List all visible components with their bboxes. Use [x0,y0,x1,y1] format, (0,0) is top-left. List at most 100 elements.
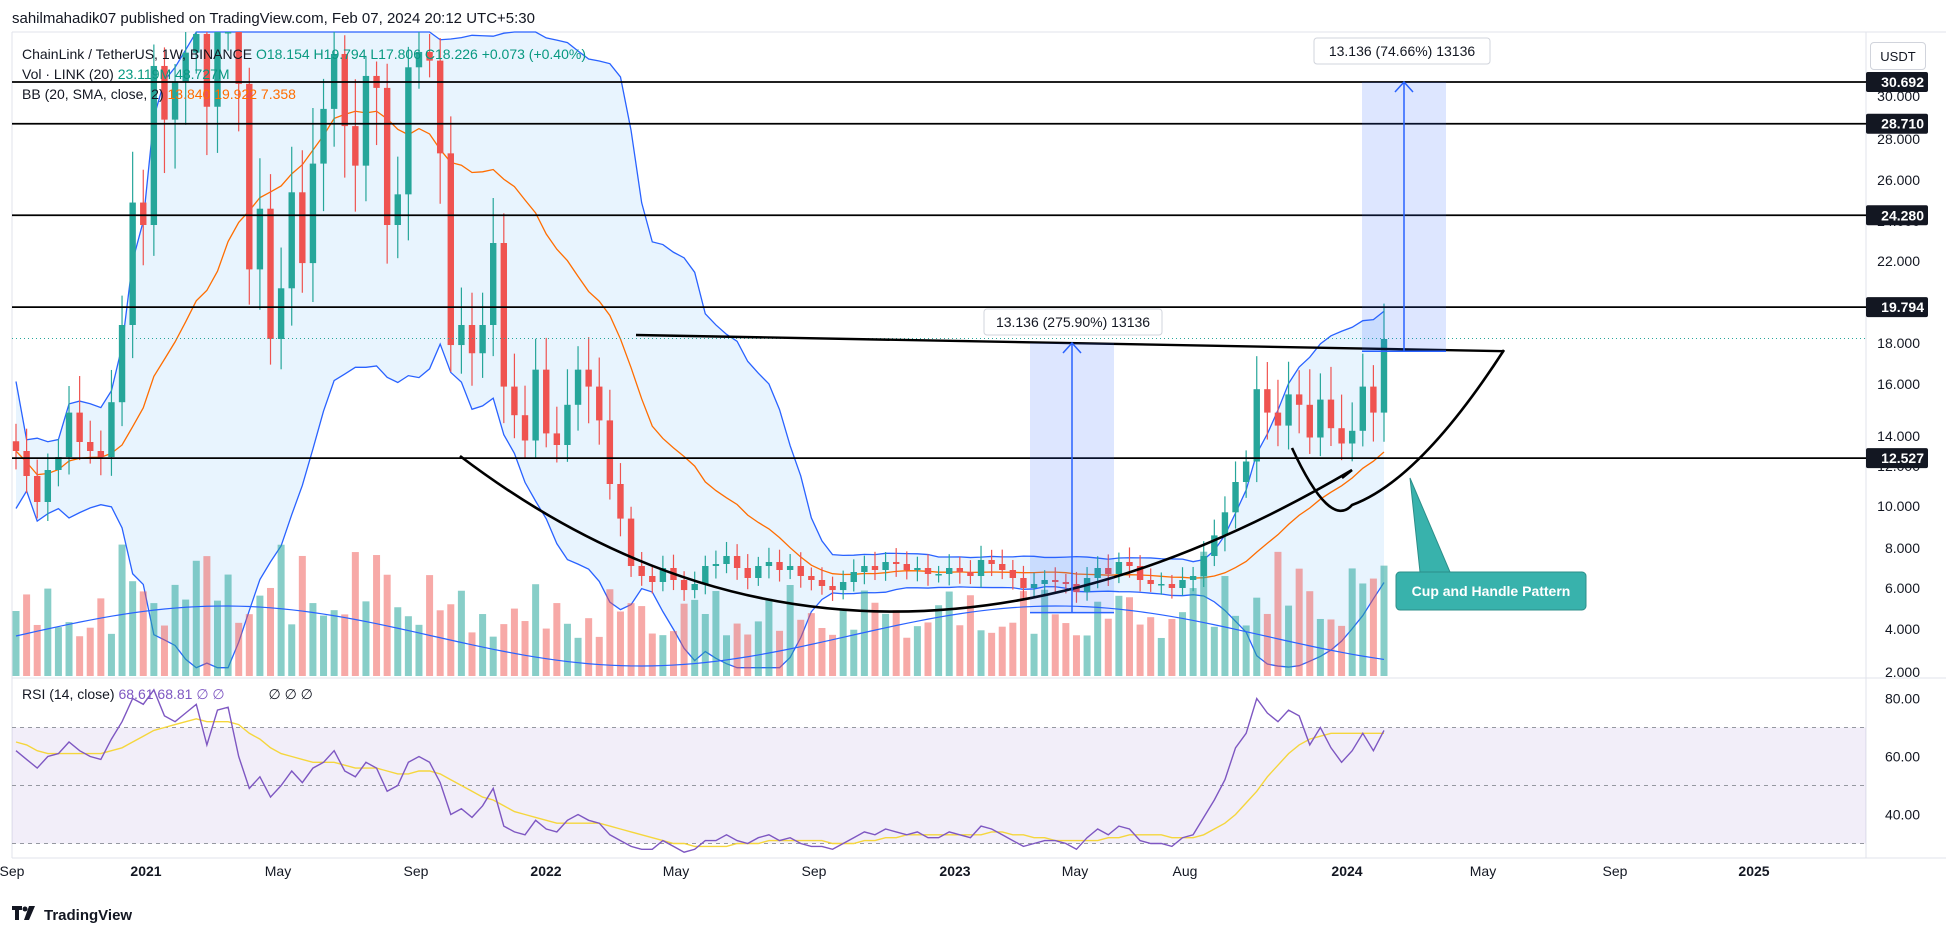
price-tick-label: 6.000 [1885,580,1920,596]
volume-bar [1200,551,1208,676]
price-level-label: 12.527 [1881,450,1924,466]
volume-bar [267,587,275,676]
volume-bar [203,556,211,676]
candle-body [999,564,1006,570]
candle-body [224,32,232,34]
volume-label[interactable]: Vol · LINK (20) [22,66,114,82]
volume-bar [12,611,20,676]
volume-bar [1263,613,1271,676]
candle-body [1285,394,1292,426]
volume-bar [776,630,784,676]
time-tick-label: Sep [0,863,25,879]
volume-bar [1242,625,1250,676]
cup-curve [459,454,1353,613]
rsi-band-fill [12,727,1866,844]
volume-bar [97,598,105,676]
volume-bar [1338,625,1346,676]
volume-bar [1359,583,1367,676]
volume-bar [1189,588,1197,676]
volume-bar [945,591,953,676]
volume-bar [829,634,837,676]
volume-bar [54,627,62,676]
candle-body [1009,570,1017,578]
volume-bar [394,607,402,676]
candle-body [1062,582,1070,584]
volume-bar [532,584,540,676]
bb-label[interactable]: BB (20, SMA, close, 2) [22,86,164,102]
time-tick-label: Sep [1603,863,1628,879]
handle-curve [1290,349,1506,512]
volume-bar [1051,614,1059,676]
time-tick-label: 2022 [530,863,561,879]
time-tick-label: May [663,863,689,879]
volume-bar [1009,622,1017,676]
candle-body [1158,584,1165,586]
volume-bar [500,624,508,676]
volume-bar [150,603,158,676]
candle-body [1348,430,1356,444]
volume-bar [988,632,996,676]
candle-body [256,208,264,270]
volume-bar [627,603,635,676]
volume-bar [298,555,306,676]
volume-bar [107,633,115,676]
candle-body [108,402,115,457]
currency-button[interactable]: USDT [1870,42,1926,70]
candle-body [808,576,815,580]
ohlc-values: O18.154 H19.794 L17.806 C18.226 +0.073 (… [255,46,586,62]
price-level-label: 24.280 [1881,207,1924,223]
tradingview-logo-icon[interactable] [12,906,38,924]
volume-bar [76,636,84,676]
volume-bar [351,552,359,676]
candle-body [129,202,136,325]
candle-body [786,566,794,570]
rsi-ma-line [15,718,1384,848]
volume-bar [521,621,529,676]
time-tick-label: 2025 [1738,863,1769,879]
candle-body [946,568,953,574]
volume-bar [903,637,911,676]
volume-bar [1221,576,1229,676]
time-tick-label: 2021 [130,863,161,879]
volume-bar [1115,595,1123,676]
price-level-label: 30.692 [1881,74,1924,90]
volume-bar [998,626,1006,676]
candle-body [1189,576,1197,580]
candle-body [1317,399,1324,438]
volume-bar [797,619,805,676]
volume-bar [966,595,974,676]
bollinger-band-fill [16,32,1384,668]
volume-bar [288,624,296,676]
footer: TradingView [12,906,132,924]
candle-body [659,568,667,582]
volume-bar [213,600,221,676]
time-tick-label: Aug [1173,863,1198,879]
volume-bar [648,633,656,676]
volume-bar [701,613,709,676]
volume-bar [1210,626,1218,676]
candle-body [892,562,900,564]
volume-bar [691,599,699,676]
rsi-label[interactable]: RSI (14, close) [22,686,115,702]
volume-bar [638,606,646,676]
candle-body [12,441,20,451]
price-level-badge [1866,297,1928,318]
price-tick-label: 10.000 [1877,498,1920,514]
volume-bar [616,611,624,676]
horizontal-levels: 30.692 28.710 24.280 19.794 12.527 [12,72,1928,469]
candle-body [1232,482,1239,513]
volume-bar [542,628,550,676]
volume-bar [1136,624,1144,676]
symbol-title[interactable]: ChainLink / TetherUS, 1W, BINANCE [22,46,253,62]
candle-body [161,65,168,120]
candle-body [299,192,306,264]
volume-bar [680,603,688,676]
candle-body [680,580,688,591]
candle-body [468,325,476,354]
candle-body [214,32,221,107]
candle-body [1295,394,1303,405]
candle-body [246,83,253,270]
time-tick-label: May [1470,863,1496,879]
footer-brand[interactable]: TradingView [44,906,133,924]
